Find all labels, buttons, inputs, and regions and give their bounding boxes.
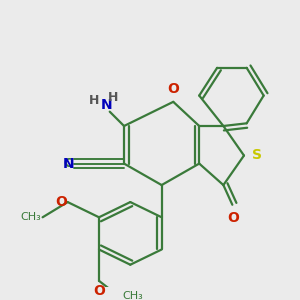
Text: C: C — [63, 157, 72, 170]
Text: O: O — [227, 211, 239, 225]
Text: S: S — [252, 148, 262, 162]
Text: O: O — [167, 82, 179, 96]
Text: H: H — [108, 91, 119, 104]
Text: CH₃: CH₃ — [122, 291, 143, 300]
Text: CH₃: CH₃ — [20, 212, 41, 222]
Text: H: H — [88, 94, 99, 107]
Text: N: N — [100, 98, 112, 112]
Text: O: O — [55, 195, 67, 209]
Text: N: N — [63, 157, 75, 171]
Text: O: O — [93, 284, 105, 298]
